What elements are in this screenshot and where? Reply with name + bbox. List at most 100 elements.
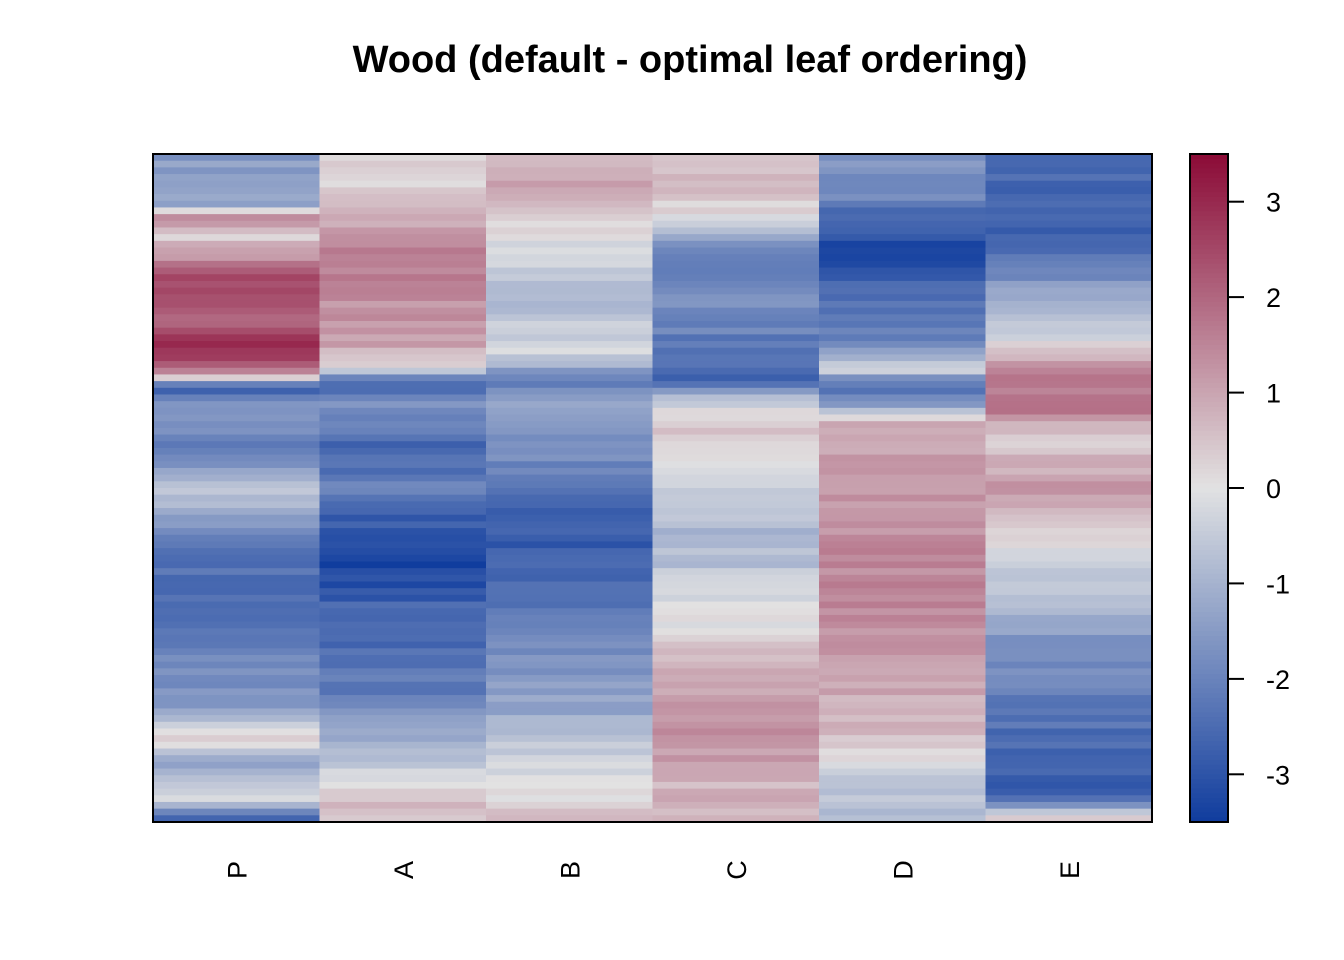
- heatmap-cell: [319, 494, 487, 502]
- heatmap-cell: [652, 200, 820, 209]
- colorbar-segment: [1190, 297, 1228, 303]
- colorbar-segment: [1190, 335, 1228, 341]
- colorbar-segment: [1190, 254, 1228, 260]
- colorbar-segment: [1190, 588, 1228, 594]
- heatmap-cell: [819, 421, 987, 429]
- heatmap-cell: [819, 254, 987, 262]
- heatmap-cell: [985, 801, 1153, 810]
- heatmap-cell: [985, 481, 1153, 489]
- heatmap-cell: [652, 327, 820, 335]
- colorbar-segment: [1190, 492, 1228, 499]
- heatmap-cell: [153, 367, 321, 376]
- colorbar-segment: [1190, 182, 1228, 188]
- heatmap-cell: [652, 180, 820, 188]
- heatmap-cell: [819, 541, 987, 549]
- heatmap-cell: [153, 735, 321, 743]
- heatmap-cell: [985, 628, 1153, 636]
- colorbar-segment: [1190, 235, 1228, 241]
- colorbar-segment: [1190, 330, 1228, 336]
- heatmap-cell: [319, 354, 487, 362]
- heatmap-cell: [486, 574, 654, 583]
- heatmap-cell: [652, 334, 820, 342]
- heatmap-cell: [153, 194, 321, 202]
- heatmap-cell: [486, 761, 654, 770]
- heatmap-cell: [652, 775, 820, 783]
- heatmap-cell: [319, 488, 487, 496]
- heatmap-cell: [153, 474, 321, 482]
- colorbar-segment: [1190, 769, 1228, 775]
- heatmap-cell: [985, 715, 1153, 723]
- heatmap-cell: [819, 354, 987, 362]
- heatmap-cell: [319, 327, 487, 335]
- heatmap-cell: [819, 227, 987, 235]
- heatmap-cell: [819, 768, 987, 776]
- heatmap-cell: [486, 387, 654, 396]
- heatmap-cell: [153, 681, 321, 689]
- heatmap-cell: [985, 681, 1153, 689]
- heatmap-cell: [985, 381, 1153, 389]
- heatmap-cell: [652, 628, 820, 636]
- colorbar-segment: [1190, 707, 1228, 713]
- heatmap-cell: [819, 501, 987, 509]
- heatmap-cell: [819, 214, 987, 222]
- heatmap-cell: [819, 675, 987, 683]
- heatmap-cell: [652, 387, 820, 396]
- heatmap-cell: [153, 374, 321, 382]
- heatmap-cell: [486, 808, 654, 816]
- heatmap-cell: [486, 528, 654, 536]
- heatmap-cell: [486, 280, 654, 289]
- heatmap-cell: [319, 414, 487, 422]
- column-label-b: B: [555, 861, 585, 879]
- heatmap-cell: [319, 655, 487, 663]
- colorbar-segment: [1190, 750, 1228, 756]
- heatmap-cell: [153, 180, 321, 188]
- heatmap-cell: [652, 307, 820, 315]
- heatmap-cell: [652, 447, 820, 456]
- heatmap-cell: [486, 314, 654, 322]
- heatmap-cell: [985, 514, 1153, 522]
- colorbar-segment: [1190, 239, 1228, 246]
- heatmap-cell: [319, 501, 487, 509]
- colorbar-segment: [1190, 559, 1228, 565]
- colorbar-segment: [1190, 607, 1228, 613]
- colorbar-segment: [1190, 530, 1228, 537]
- colorbar-segment: [1190, 545, 1228, 551]
- heatmap-cell: [819, 394, 987, 402]
- heatmap-cell: [985, 441, 1153, 449]
- colorbar-segment: [1190, 301, 1228, 308]
- heatmap-cell: [819, 260, 987, 269]
- heatmap-cell: [985, 608, 1153, 616]
- heatmap-cell: [486, 187, 654, 195]
- heatmap-cell: [652, 247, 820, 255]
- heatmap-cell: [153, 447, 321, 456]
- plot-border: [152, 153, 1153, 823]
- heatmap-cell: [652, 688, 820, 696]
- heatmap-cell: [985, 775, 1153, 783]
- heatmap-cell: [486, 240, 654, 249]
- colorbar-segment: [1190, 321, 1228, 327]
- colorbar-segment: [1190, 359, 1228, 365]
- heatmap-cell: [819, 240, 987, 249]
- heatmap-cell: [985, 220, 1153, 229]
- colorbar-segment: [1190, 659, 1228, 666]
- colorbar-segment: [1190, 306, 1228, 313]
- colorbar-segment: [1190, 168, 1228, 174]
- heatmap-cell: [819, 788, 987, 796]
- heatmap-cell: [819, 574, 987, 583]
- heatmap-cell: [153, 254, 321, 262]
- heatmap-cell: [652, 768, 820, 776]
- heatmap-cell: [153, 240, 321, 249]
- heatmap-cell: [652, 354, 820, 362]
- heatmap-cell: [985, 494, 1153, 502]
- colorbar-segment: [1190, 311, 1228, 317]
- heatmap-cell: [819, 755, 987, 763]
- colorbar-segment: [1190, 192, 1228, 198]
- colorbar-segment: [1190, 655, 1228, 661]
- heatmap-cell: [985, 601, 1153, 609]
- colorbar-segment: [1190, 464, 1228, 470]
- colorbar-segment: [1190, 216, 1228, 222]
- heatmap-cell: [819, 741, 987, 750]
- heatmap-cell: [319, 521, 487, 529]
- colorbar-segment: [1190, 411, 1228, 418]
- heatmap-cell: [153, 361, 321, 369]
